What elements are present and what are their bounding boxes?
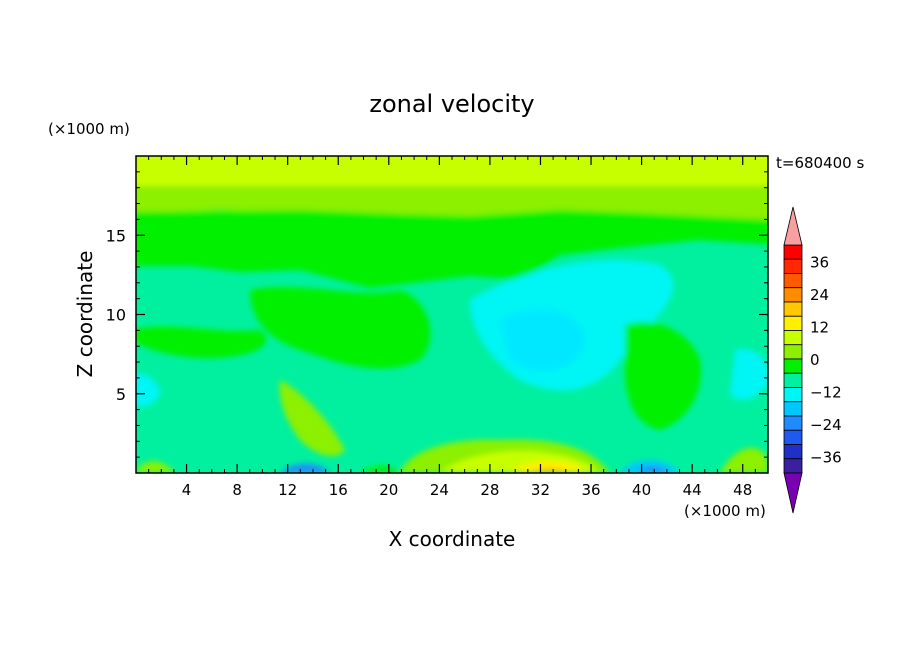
colorbar-bin [783, 429, 803, 445]
x-tick-label: 20 [379, 481, 398, 499]
colorbar-bin [783, 458, 803, 474]
colorbar-bin [783, 315, 803, 331]
x-unit-label: (×1000 m) [684, 502, 766, 520]
y-tick-label: 10 [106, 306, 126, 325]
x-tick-label: 4 [182, 481, 192, 499]
colorbar-extend-top [783, 206, 803, 246]
y-tick-label: 15 [106, 226, 126, 245]
x-tick-label: 44 [683, 481, 702, 499]
colorbar-tick-label: 12 [810, 318, 829, 336]
colorbar-bin [783, 301, 803, 317]
colorbar-extend-bottom [783, 472, 803, 514]
colorbar-tick-label: −36 [810, 449, 842, 467]
x-tick-label: 24 [430, 481, 449, 499]
heatmap-field [136, 156, 768, 473]
x-axis-label: X coordinate [389, 527, 516, 551]
colorbar-tick-label: 36 [810, 253, 829, 271]
x-tick-label: 12 [278, 481, 297, 499]
x-tick-label: 8 [232, 481, 242, 499]
colorbar-bin [783, 258, 803, 274]
y-axis-ticks: 5 10 15 [106, 171, 768, 458]
colorbar-bin [783, 344, 803, 360]
x-tick-label: 32 [531, 481, 550, 499]
colorbar-tick-label: 0 [810, 351, 820, 369]
colorbar-bin [783, 372, 803, 388]
y-unit-label: (×1000 m) [48, 120, 130, 138]
colorbar-bin [783, 287, 803, 303]
x-tick-label: 40 [632, 481, 651, 499]
colorbar-bin [783, 358, 803, 374]
time-label: t=680400 s [776, 154, 864, 172]
colorbar-bin [783, 387, 803, 403]
colorbar-bin [783, 401, 803, 417]
colorbar-bin [783, 330, 803, 346]
colorbar-bin [783, 415, 803, 431]
x-tick-label: 48 [733, 481, 752, 499]
colorbar-tick-label: −24 [810, 416, 842, 434]
x-tick-label: 36 [581, 481, 600, 499]
x-axis-ticks: 4 8 12 16 20 24 28 32 36 40 44 48 [148, 156, 756, 499]
colorbar-tick-label: −12 [810, 384, 842, 402]
y-axis-label: Z coordinate [73, 251, 97, 378]
colorbar-bin [783, 244, 803, 260]
colorbar-bin [783, 444, 803, 460]
x-tick-label: 28 [480, 481, 499, 499]
y-tick-label: 5 [116, 385, 126, 404]
colorbar-bin [783, 273, 803, 289]
x-tick-label: 16 [329, 481, 348, 499]
colorbar: 36 24 12 0 −12 −24 −36 [783, 206, 842, 514]
chart-title: zonal velocity [369, 90, 534, 118]
colorbar-tick-label: 24 [810, 286, 829, 304]
